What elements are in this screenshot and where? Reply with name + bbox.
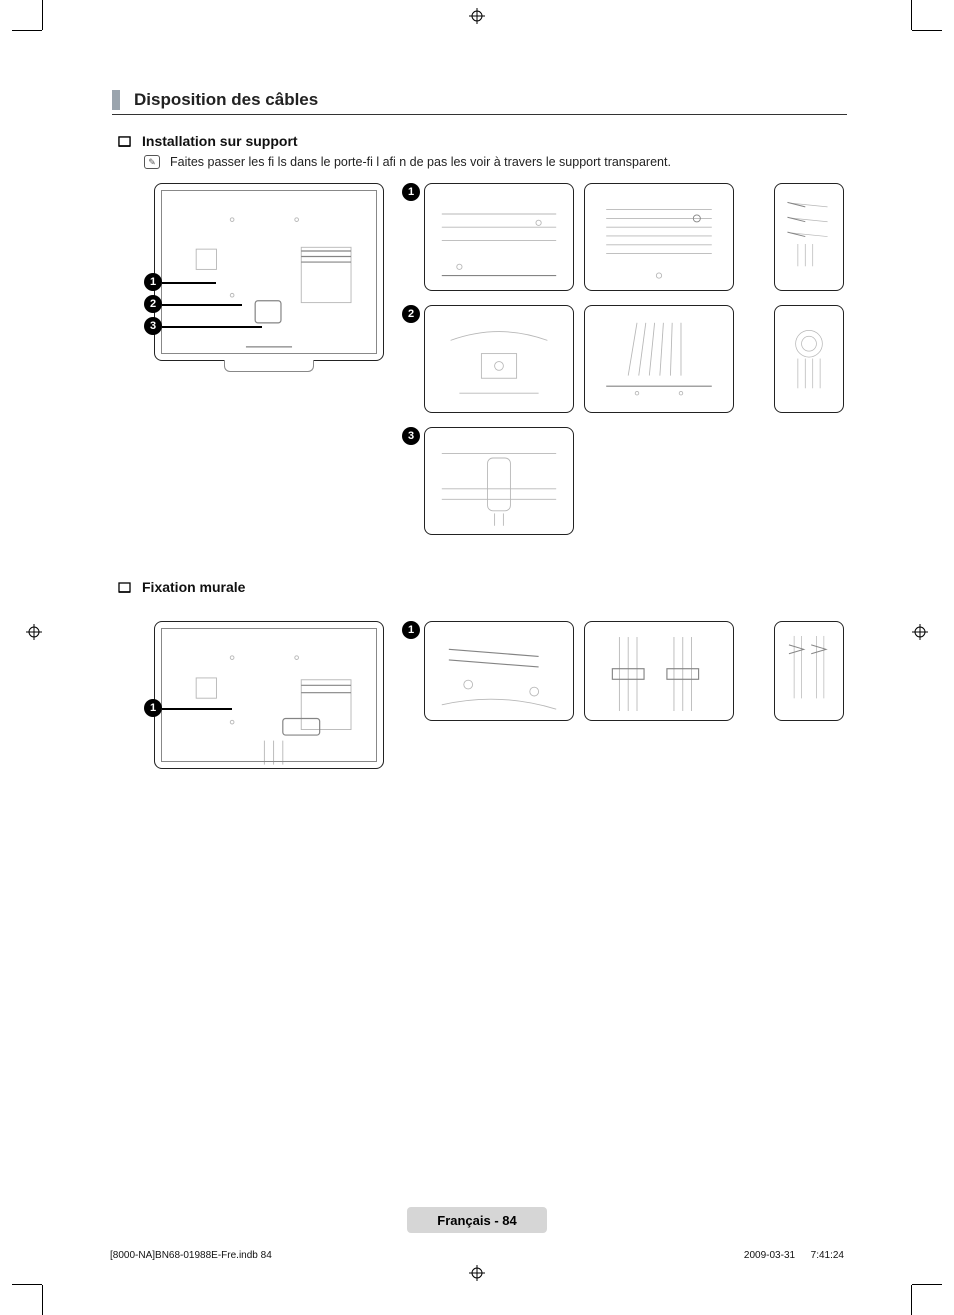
subsection-stand: Installation sur support [118,133,847,149]
diagram-lines [163,630,375,766]
footer-right: 2009-03-31 7:41:24 [744,1250,844,1261]
diagram-panel [424,183,574,291]
callout-badge: 2 [144,295,162,313]
diagram-panel [774,621,844,721]
diagram-stand: 1 2 3 1 2 [144,183,864,543]
callout-line [162,708,232,710]
diagram-tv-panel [154,621,384,769]
diagram-panel [584,305,734,413]
diagram-panel [424,621,574,721]
diagram-panel [774,305,844,413]
callout-line [162,326,262,328]
section-marker-icon [112,90,120,110]
subsection-wall: Fixation murale [118,579,847,595]
callout-line [162,304,242,306]
diagram-panel [424,305,574,413]
callout-badge: 1 [144,273,162,291]
diagram-panel [584,183,734,291]
diagram-panel [424,427,574,535]
note-row: ✎ Faites passer les fi ls dans le porte-… [144,155,847,169]
diagram-panel [774,183,844,291]
page-badge-text: Français - 84 [437,1213,517,1228]
subsection-title: Installation sur support [142,133,298,149]
page-badge: Français - 84 [407,1207,547,1233]
row-badge: 1 [402,621,420,639]
diagram-panel [584,621,734,721]
callout-badge: 1 [144,699,162,717]
diagram-tv-panel [154,183,384,361]
callout-line [162,282,216,284]
note-text: Faites passer les fi ls dans le porte-fi… [170,155,671,169]
diagram-lines [163,192,375,356]
registration-mark-icon [469,8,485,24]
bullet-icon [118,135,132,147]
note-icon: ✎ [144,155,160,169]
section-title: Disposition des câbles [134,90,318,110]
row-badge: 1 [402,183,420,201]
diagram-wall: 1 1 [144,621,864,781]
row-badge: 2 [402,305,420,323]
registration-mark-icon [26,624,42,640]
bullet-icon [118,581,132,593]
footer-left: [8000-NA]BN68-01988E-Fre.indb 84 [110,1250,272,1261]
section-header: Disposition des câbles [112,90,847,115]
callout-badge: 3 [144,317,162,335]
subsection-title: Fixation murale [142,579,245,595]
row-badge: 3 [402,427,420,445]
registration-mark-icon [912,624,928,640]
